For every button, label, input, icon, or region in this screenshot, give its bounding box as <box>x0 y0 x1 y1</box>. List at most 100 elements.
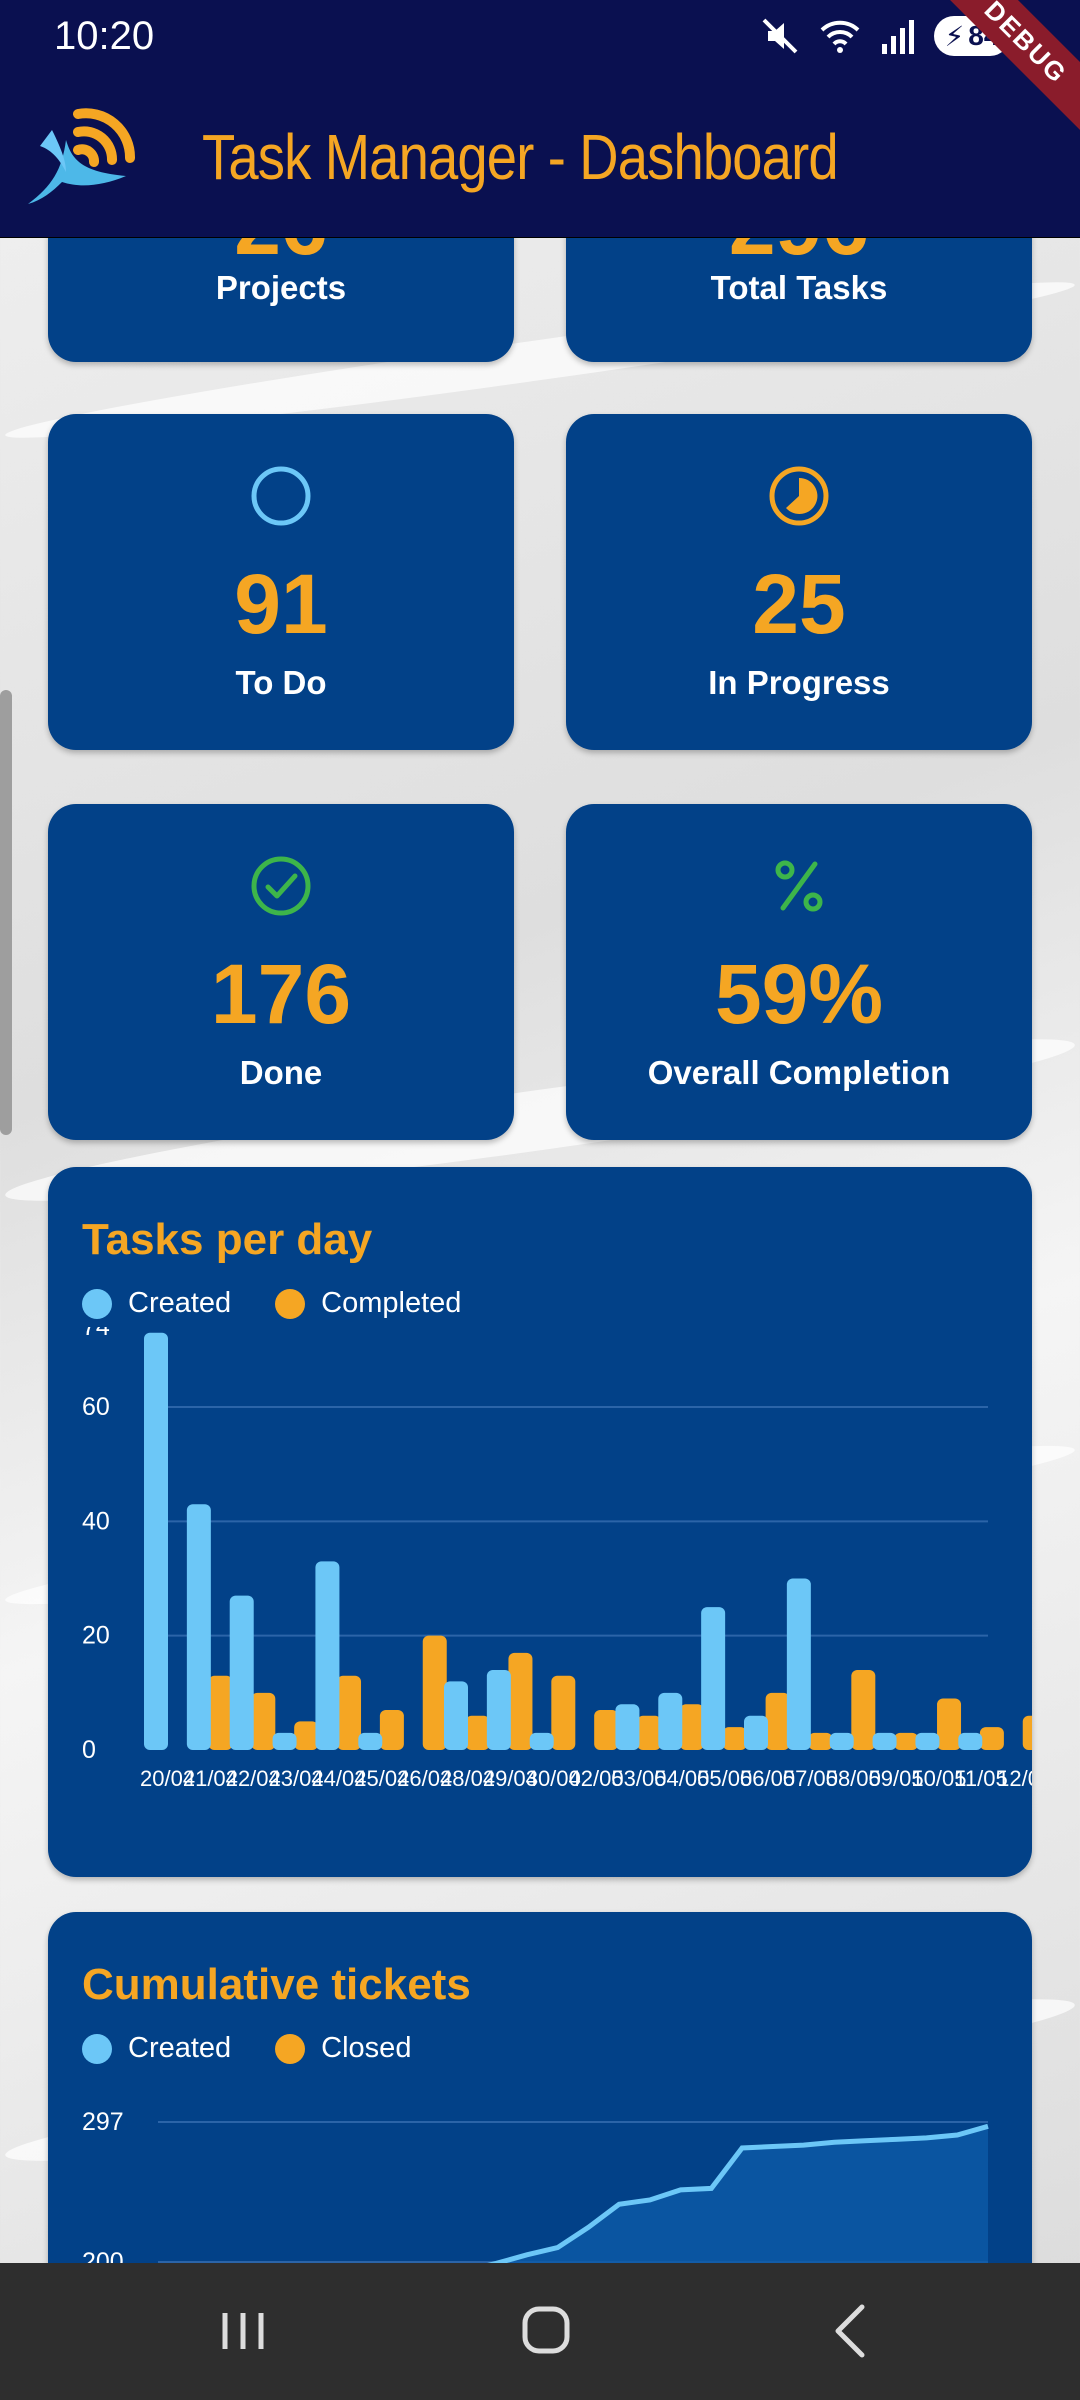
bar-completed <box>551 1675 576 1750</box>
legend-item-created: Created <box>82 2032 231 2065</box>
x-tick-label: 04/05 <box>654 1766 709 1791</box>
stat-card-to-do[interactable]: 91 To Do <box>48 414 514 750</box>
home-icon[interactable] <box>501 2293 591 2369</box>
x-tick-label: 03/05 <box>611 1766 666 1791</box>
x-tick-label: 21/04 <box>183 1766 238 1791</box>
stat-value: 296 <box>566 237 1032 274</box>
app-bar: Task Manager - Dashboard <box>0 78 1080 238</box>
x-tick-label: 09/05 <box>869 1766 924 1791</box>
bar-completed <box>594 1709 619 1750</box>
x-tick-label: 26/04 <box>397 1766 452 1791</box>
x-tick-label: 24/04 <box>311 1766 366 1791</box>
chart-card-tasks-per-day: Tasks per day Created Completed 0 20 40 60 7… <box>48 1167 1032 1877</box>
y-tick-label: 60 <box>82 1393 110 1421</box>
legend-item-completed: Completed <box>275 1287 461 1320</box>
x-tick-label: 07/05 <box>783 1766 838 1791</box>
bar-created <box>872 1732 897 1750</box>
system-nav-bar <box>0 2263 1080 2400</box>
signal-icon <box>882 20 914 54</box>
stat-value: 25 <box>752 557 846 651</box>
y-tick-label: 40 <box>82 1507 110 1535</box>
stat-card-done[interactable]: 176 Done <box>48 804 514 1140</box>
cumulative-tickets-chart: 200 297 <box>82 2108 989 2263</box>
x-tick-label: 20/04 <box>140 1766 195 1791</box>
bar-completed <box>465 1715 490 1750</box>
bar-completed <box>637 1715 662 1750</box>
bar-completed <box>765 1692 790 1750</box>
bar-completed <box>851 1669 876 1750</box>
bar-created <box>186 1504 211 1750</box>
progress-clock-icon <box>769 466 829 526</box>
legend-label: Completed <box>321 1287 462 1319</box>
x-tick-label: 25/04 <box>354 1766 409 1791</box>
legend-dot <box>82 1288 112 1319</box>
legend-label: Created <box>128 2032 232 2064</box>
y-tick-label: 297 <box>82 2108 124 2136</box>
bar-created <box>829 1732 854 1750</box>
bar-created <box>229 1595 254 1750</box>
stat-value: 91 <box>234 557 328 651</box>
x-tick-label: 05/05 <box>697 1766 752 1791</box>
legend-label: Closed <box>321 2032 412 2064</box>
bar-completed <box>337 1675 362 1750</box>
bar-created <box>786 1578 811 1750</box>
stat-card-overall-completion[interactable]: 59% Overall Completion <box>566 804 1032 1140</box>
chart-title: Cumulative tickets <box>82 1960 471 2009</box>
x-tick-label: 08/05 <box>826 1766 881 1791</box>
line-created <box>487 2123 989 2263</box>
y-tick-label: 0 <box>82 1736 96 1764</box>
stat-value: 59% <box>714 947 884 1041</box>
bar-completed <box>679 1704 704 1750</box>
stat-value: 26 <box>48 237 514 274</box>
legend-label: Created <box>128 1287 232 1319</box>
bar-completed <box>208 1675 233 1750</box>
legend-dot <box>275 2033 306 2064</box>
x-tick-label: 11/05 <box>954 1766 1007 1791</box>
stat-value: 176 <box>210 947 352 1041</box>
bar-created <box>701 1607 726 1750</box>
bar-created <box>615 1704 640 1750</box>
back-icon[interactable] <box>804 2293 894 2369</box>
bar-completed <box>251 1692 276 1750</box>
x-tick-label: 28/04 <box>440 1766 495 1791</box>
scrollbar[interactable] <box>0 690 12 1135</box>
stat-label: Total Tasks <box>710 269 888 306</box>
wifi-icon <box>820 20 860 53</box>
stat-label: Overall Completion <box>647 1054 951 1091</box>
stat-label: In Progress <box>708 664 890 701</box>
check-circle-icon <box>251 856 311 916</box>
bar-completed <box>808 1732 833 1750</box>
legend-item-created: Created <box>82 1287 231 1320</box>
circle-outline-icon <box>251 466 311 526</box>
y-tick-label: 200 <box>82 2248 124 2263</box>
bar-completed <box>422 1635 447 1750</box>
recent-apps-icon[interactable] <box>198 2293 288 2369</box>
stat-card-in-progress[interactable]: 25 In Progress <box>566 414 1032 750</box>
app-logo-icon <box>28 108 136 204</box>
bar-completed <box>979 1727 1004 1750</box>
page-title: Task Manager - Dashboard <box>202 121 839 193</box>
bar-created <box>358 1732 383 1750</box>
chart-card-cumulative-tickets: Cumulative tickets Created Closed 200 297 <box>48 1912 1032 2263</box>
bar-created <box>444 1681 468 1750</box>
x-tick-label: 23/04 <box>269 1766 324 1791</box>
stat-card-projects[interactable]: 26 Projects <box>48 237 514 362</box>
bar-completed <box>722 1727 747 1750</box>
bar-created <box>272 1732 297 1750</box>
bar-completed <box>294 1721 319 1750</box>
bar-created <box>744 1715 768 1750</box>
chart-legend: Created Completed <box>82 1287 505 1320</box>
area-created <box>497 2126 988 2263</box>
bar-created <box>529 1732 554 1750</box>
stat-card-total-tasks[interactable]: 296 Total Tasks <box>566 237 1032 362</box>
bar-created <box>958 1732 983 1750</box>
chart-legend: Created Closed <box>82 2032 455 2065</box>
bar-completed <box>937 1698 962 1750</box>
stat-label: Done <box>239 1054 323 1091</box>
chart-title: Tasks per day <box>82 1215 373 1264</box>
bar-completed <box>1022 1715 1032 1750</box>
x-tick-label: 12/05 <box>997 1766 1032 1791</box>
dashboard-scroll-area[interactable]: 26 Projects 296 Total Tasks 91 To Do 25 … <box>0 237 1080 2263</box>
x-tick-label: 10/05 <box>911 1766 966 1791</box>
x-tick-label: 02/05 <box>569 1766 624 1791</box>
